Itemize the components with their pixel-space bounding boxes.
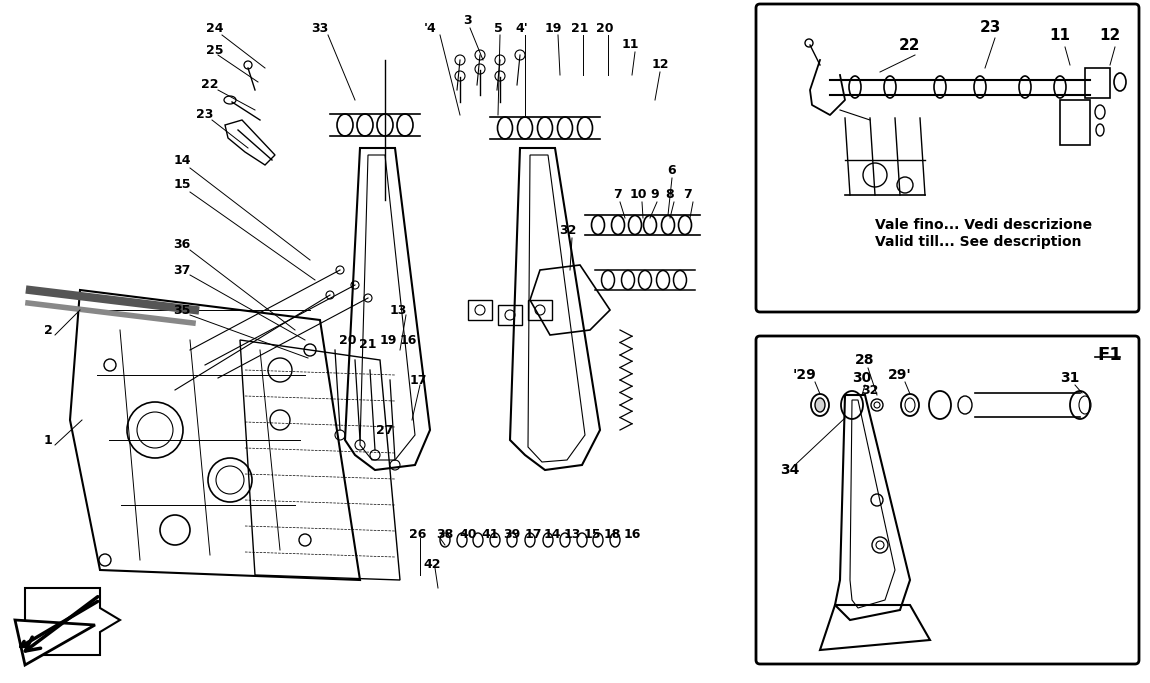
Bar [528,300,552,320]
Text: 15: 15 [583,529,600,542]
Text: 11: 11 [621,38,638,51]
Text: 23: 23 [980,20,1000,36]
Text: 19: 19 [380,333,397,346]
Text: 17: 17 [409,374,427,387]
Text: F1: F1 [1097,346,1122,364]
Text: 28: 28 [856,353,875,367]
Text: 35: 35 [174,303,191,316]
Text: 6: 6 [668,163,676,176]
Text: '29: '29 [793,368,816,382]
Text: 12: 12 [1099,27,1120,42]
Polygon shape [15,620,95,665]
Bar [1084,68,1110,98]
Text: 34: 34 [781,463,799,477]
Circle shape [874,402,880,408]
Text: 22: 22 [899,38,921,53]
Text: 9: 9 [651,189,659,201]
Text: 20: 20 [596,21,614,35]
Text: 12: 12 [651,59,669,72]
Bar [498,305,522,325]
Text: 38: 38 [436,529,453,542]
Text: 14: 14 [543,529,561,542]
Text: 15: 15 [174,178,191,191]
Text: 37: 37 [174,264,191,277]
Bar [468,300,492,320]
Text: 4': 4' [515,21,528,35]
Text: 16: 16 [399,333,416,346]
Text: 13: 13 [390,303,407,316]
FancyBboxPatch shape [756,4,1138,312]
Text: 5: 5 [493,21,503,35]
Text: 31: 31 [1060,371,1080,385]
Text: 39: 39 [504,529,521,542]
Polygon shape [25,588,120,655]
Text: 17: 17 [524,529,542,542]
Text: 32: 32 [559,223,576,236]
Text: 42: 42 [423,559,440,572]
Circle shape [876,541,884,549]
Text: 36: 36 [174,238,191,251]
Ellipse shape [815,398,825,412]
Text: 13: 13 [564,529,581,542]
Text: 1: 1 [44,434,53,447]
Text: 25: 25 [206,44,224,57]
Text: 10: 10 [629,189,646,201]
Text: 21: 21 [572,21,589,35]
Text: 19: 19 [544,21,561,35]
Text: 14: 14 [174,154,191,167]
Text: 27: 27 [376,423,393,436]
Text: 32: 32 [861,383,879,397]
Text: 3: 3 [463,14,473,27]
Text: 24: 24 [206,21,224,35]
Bar [1060,100,1090,145]
Text: 7: 7 [683,189,692,201]
Text: 23: 23 [197,109,214,122]
FancyBboxPatch shape [756,336,1138,664]
Text: '4: '4 [423,21,436,35]
Text: 30: 30 [852,371,872,385]
Text: 41: 41 [481,529,499,542]
Text: 40: 40 [459,529,477,542]
Text: 29': 29' [888,368,912,382]
Text: 26: 26 [409,529,427,542]
Text: 18: 18 [604,529,621,542]
Text: 22: 22 [201,79,218,92]
Text: Valid till... See description: Valid till... See description [875,235,1081,249]
Text: 8: 8 [666,189,674,201]
Text: 33: 33 [312,21,329,35]
Text: 20: 20 [339,333,356,346]
Text: 11: 11 [1050,27,1071,42]
Text: 2: 2 [44,324,53,337]
Text: Vale fino... Vedi descrizione: Vale fino... Vedi descrizione [875,218,1092,232]
Text: 21: 21 [359,339,377,352]
Text: 7: 7 [614,189,622,201]
Text: 16: 16 [623,529,641,542]
